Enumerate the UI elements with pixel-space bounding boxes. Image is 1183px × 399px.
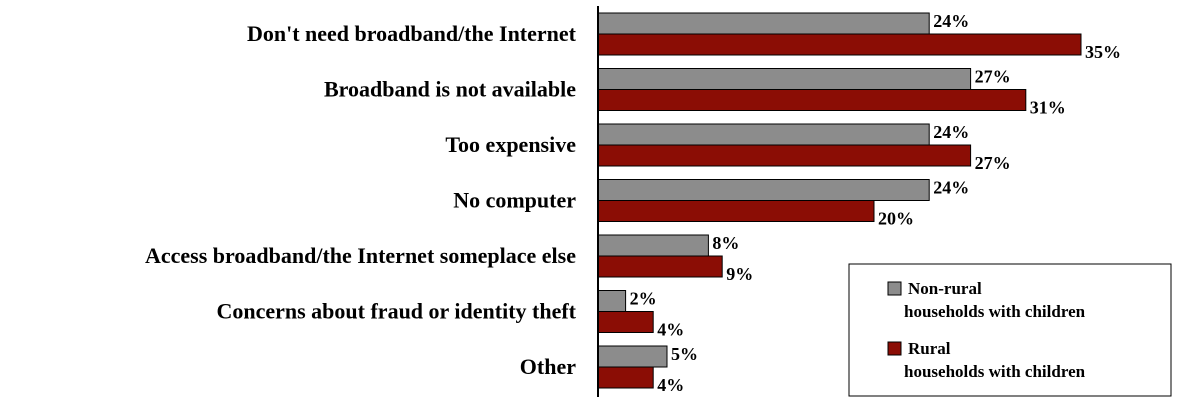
bar-rural [597,144,972,167]
bar-non-rural [597,345,668,368]
bar-rural [597,89,1027,111]
data-label: 27% [975,67,1011,87]
bar-non-rural [597,123,930,146]
legend-label-non-rural: households with children [904,302,1086,321]
data-label: 24% [933,122,969,142]
category-label: Broadband is not available [324,77,576,102]
legend-label-rural: Rural [908,339,951,358]
data-label: 24% [933,178,969,198]
data-label: 27% [975,153,1011,173]
legend-box [848,263,1172,397]
bar-rural [597,366,654,389]
legend-label-rural: households with children [904,362,1086,381]
bar-rural [597,311,654,333]
category-label: Concerns about fraud or identity theft [216,299,576,324]
data-label: 4% [657,320,684,340]
category-labels: Don't need broadband/the Internet Broadba… [145,21,577,379]
category-label: Other [520,354,576,379]
bar-non-rural [597,234,709,257]
legend-label-non-rural: Non-rural [908,279,982,298]
data-label: 31% [1030,98,1066,118]
bar-non-rural [597,12,930,35]
category-label: Access broadband/the Internet someplace … [145,243,576,268]
category-label: Don't need broadband/the Internet [247,21,577,46]
bar-non-rural [597,290,627,312]
category-label: No computer [453,188,576,213]
bar-rural [597,200,875,222]
data-label: 2% [630,289,657,309]
data-label: 35% [1085,42,1121,62]
legend: Non-rural households with children Rural ho… [848,263,1172,397]
bar-rural [597,255,723,278]
legend-swatch-non-rural [887,281,902,296]
bar-rural [597,33,1082,56]
bar-non-rural [597,179,930,201]
data-label: 8% [712,233,739,253]
data-label: 4% [657,375,684,395]
data-label: 20% [878,209,914,229]
category-label: Too expensive [445,132,576,157]
data-label: 24% [933,11,969,31]
data-label: 5% [671,344,698,364]
data-label: 9% [726,264,753,284]
bar-non-rural [597,68,972,90]
legend-swatch-rural [887,341,902,356]
value-labels: 24%35%27%31%24%27%24%20%8%9%2%4%5%4% [630,11,1121,395]
